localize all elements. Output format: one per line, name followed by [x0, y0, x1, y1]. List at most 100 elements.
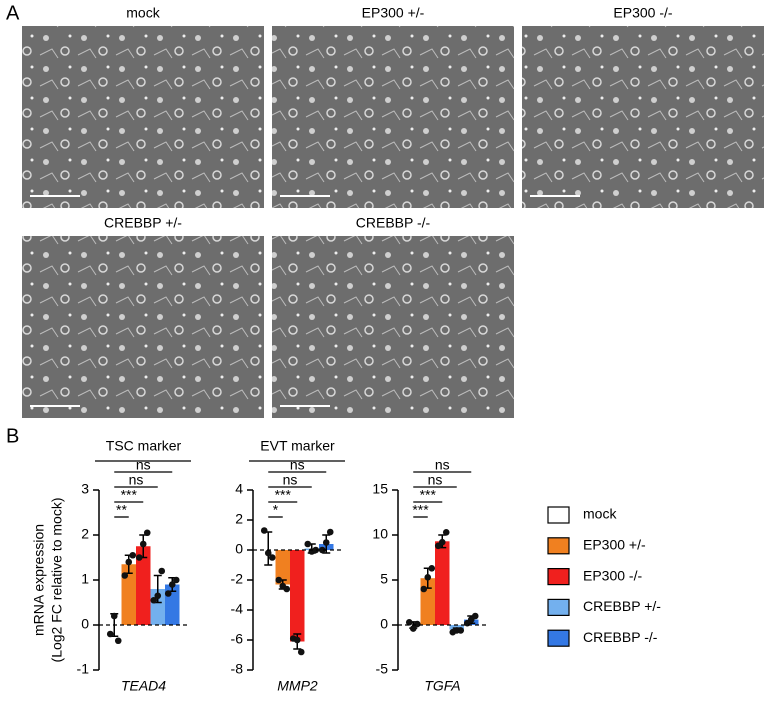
legend-swatch: [547, 629, 570, 647]
significance-label: ns: [428, 472, 443, 488]
y-tick-label: 1: [81, 571, 89, 587]
significance-label: ns: [435, 457, 450, 473]
micrograph: [522, 26, 764, 208]
data-point: [457, 627, 465, 634]
y-tick-label: 15: [372, 481, 388, 497]
y-tick-label: -2: [231, 571, 244, 587]
legend-label: mock: [583, 506, 617, 522]
panel-label: A: [6, 2, 20, 24]
micrograph: [272, 236, 514, 418]
significance-label: ***: [275, 487, 292, 503]
data-point: [158, 567, 166, 575]
significance-label: ns: [283, 472, 298, 488]
data-point: [438, 538, 446, 546]
significance-label: ***: [420, 487, 437, 503]
image-title: mock: [126, 5, 160, 21]
data-point: [135, 554, 143, 561]
data-point: [413, 620, 421, 628]
significance-label: ns: [136, 457, 151, 473]
data-point: [318, 546, 326, 554]
significance-label: **: [116, 502, 127, 518]
legend-label: EP300 +/-: [583, 537, 646, 553]
data-point: [154, 592, 162, 600]
x-axis-label: TEAD4: [121, 678, 166, 694]
significance-label: *: [273, 502, 279, 518]
bar: [435, 541, 450, 625]
data-point: [168, 581, 176, 588]
bar: [136, 546, 151, 625]
data-point: [264, 549, 272, 557]
y-tick-label: 3: [81, 481, 89, 497]
data-point: [326, 528, 334, 536]
data-point: [442, 529, 450, 536]
y-tick-label: -6: [231, 631, 244, 647]
data-point: [268, 554, 276, 561]
y-axis-label: (Log2 FC relative to mock): [49, 498, 65, 663]
legend-label: CREBBP +/-: [583, 598, 661, 614]
data-point: [129, 551, 137, 559]
data-point: [424, 574, 432, 581]
data-point: [312, 546, 320, 554]
data-point: [164, 590, 172, 597]
y-tick-label: 5: [380, 571, 388, 587]
x-axis-label: TGFA: [424, 678, 460, 694]
y-tick-label: 0: [81, 616, 89, 632]
data-point: [409, 625, 417, 632]
legend-swatch: [547, 598, 570, 617]
x-axis-label: MMP2: [277, 678, 318, 694]
data-point: [322, 539, 330, 546]
data-point: [172, 576, 180, 584]
significance-label: ***: [412, 502, 429, 518]
data-point: [143, 529, 151, 537]
legend-label: EP300 -/-: [583, 567, 642, 583]
group-label: EVT marker: [260, 438, 335, 454]
legend-swatch: [547, 506, 570, 524]
data-point: [275, 576, 283, 584]
panel-label: B: [6, 425, 19, 447]
micrograph: [22, 26, 264, 208]
legend-swatch: [547, 537, 570, 555]
data-point: [121, 572, 129, 579]
data-point: [420, 585, 428, 593]
data-point: [260, 527, 268, 534]
data-point: [293, 636, 301, 644]
data-point: [304, 540, 312, 548]
y-tick-label: 0: [235, 541, 243, 557]
group-label: TSC marker: [106, 438, 182, 454]
bar: [275, 550, 290, 585]
data-point: [428, 565, 436, 572]
y-tick-label: -5: [376, 661, 389, 677]
data-point: [139, 540, 147, 548]
data-point: [297, 648, 305, 656]
data-point: [125, 558, 133, 566]
image-title: CREBBP -/-: [356, 215, 431, 231]
image-title: EP300 -/-: [613, 5, 672, 21]
data-point: [106, 630, 114, 638]
y-tick-label: -4: [231, 601, 244, 617]
y-tick-label: -1: [77, 661, 90, 677]
data-point: [405, 619, 413, 626]
data-point: [110, 612, 118, 620]
y-tick-label: 2: [81, 526, 89, 542]
bar: [121, 564, 136, 625]
legend-swatch: [547, 567, 570, 586]
y-tick-label: 0: [380, 616, 388, 632]
image-title: CREBBP +/-: [104, 215, 182, 231]
significance-label: ***: [121, 487, 138, 503]
data-point: [283, 585, 291, 593]
data-point: [150, 596, 158, 604]
y-tick-label: 2: [235, 511, 243, 527]
legend-label: CREBBP -/-: [583, 629, 658, 645]
micrograph: [22, 236, 264, 418]
micrograph: [272, 26, 514, 208]
y-tick-label: -8: [231, 661, 244, 677]
y-tick-label: 10: [372, 526, 388, 542]
data-point: [114, 637, 122, 645]
data-point: [471, 612, 479, 620]
y-axis-label: mRNA expression: [31, 524, 47, 636]
image-title: EP300 +/-: [362, 5, 425, 21]
significance-label: ns: [129, 472, 144, 488]
bar: [290, 550, 305, 642]
